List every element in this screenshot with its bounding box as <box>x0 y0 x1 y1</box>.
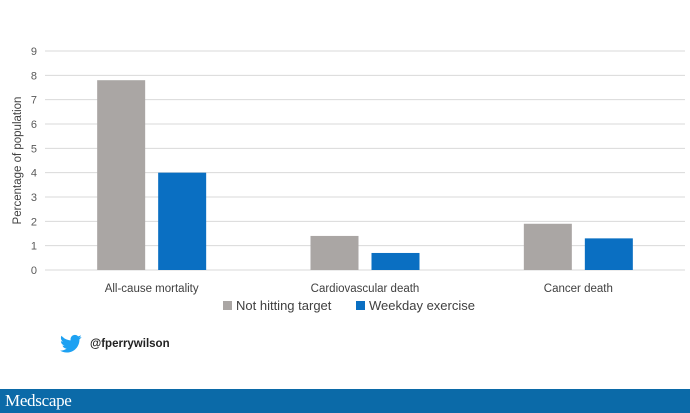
y-tick-label: 8 <box>31 70 37 82</box>
y-tick-label: 9 <box>31 46 37 58</box>
legend-swatch <box>223 301 232 310</box>
footer-bar: Medscape <box>0 389 690 413</box>
bar-weekday-exercise-2 <box>584 238 633 270</box>
bars <box>97 80 633 270</box>
bar-not-hitting-target-1 <box>310 235 359 270</box>
twitter-bird-icon <box>60 334 82 353</box>
y-tick-label: 5 <box>31 143 37 155</box>
gridlines <box>45 50 685 271</box>
bar-not-hitting-target-0 <box>97 80 146 270</box>
y-tick-label: 4 <box>31 168 37 180</box>
y-tick-label: 7 <box>31 95 37 107</box>
y-tick-label: 6 <box>31 119 37 131</box>
y-tick-label: 1 <box>31 241 37 253</box>
twitter-credit: @fperrywilson <box>60 334 170 354</box>
y-tick-label: 2 <box>31 216 37 228</box>
bar-weekday-exercise-0 <box>158 172 207 270</box>
bar-weekday-exercise-1 <box>371 252 420 270</box>
category-labels: All-cause mortality Cardiovascular death C… <box>105 283 613 295</box>
category-label: All-cause mortality <box>105 283 199 295</box>
bar-chart: 0 1 2 3 4 5 6 7 8 9 Percentage of population All-… <box>12 46 685 313</box>
medscape-logo[interactable]: Medscape <box>5 391 72 410</box>
y-axis-label: Percentage of population <box>12 97 24 225</box>
legend-label: Weekday exercise <box>369 298 475 313</box>
twitter-handle[interactable]: @fperrywilson <box>90 338 170 350</box>
category-label: Cardiovascular death <box>311 283 420 295</box>
category-label: Cancer death <box>544 283 613 295</box>
bar-not-hitting-target-2 <box>523 223 572 270</box>
legend-label: Not hitting target <box>236 298 332 313</box>
y-tick-label: 0 <box>31 265 37 277</box>
y-tick-label: 3 <box>31 192 37 204</box>
legend: Not hitting target Weekday exercise <box>223 298 475 313</box>
y-axis-ticks: 0 1 2 3 4 5 6 7 8 9 <box>31 46 37 277</box>
legend-swatch <box>356 301 365 310</box>
